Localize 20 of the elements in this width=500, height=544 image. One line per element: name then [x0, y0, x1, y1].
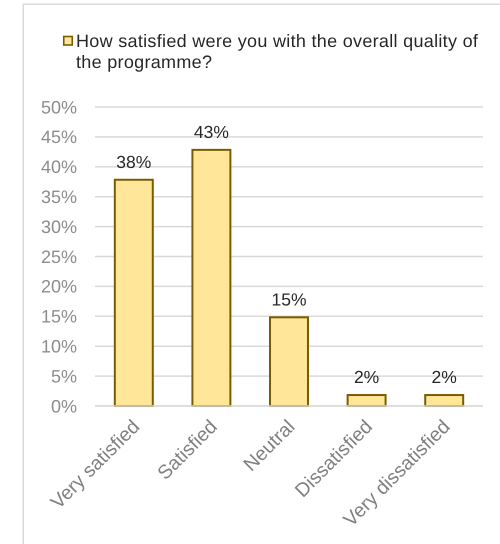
y-tick-label: 35%: [40, 187, 77, 207]
y-tick-label: 25%: [40, 246, 77, 267]
data-label: 43%: [194, 122, 229, 142]
legend-label: How satisfied were you with the overall quality of the programme?: [76, 31, 479, 72]
y-tick-label: 40%: [40, 157, 77, 178]
data-label: 2%: [354, 367, 380, 388]
bar: [114, 178, 154, 407]
y-tick-label: 5%: [50, 366, 77, 386]
data-label: 15%: [271, 289, 307, 310]
y-tick-label: 0%: [50, 396, 77, 416]
y-tick-label: 30%: [40, 216, 77, 237]
y-tick-label: 10%: [40, 336, 77, 356]
bar: [269, 316, 309, 407]
bar: [191, 148, 232, 407]
y-tick-label: 50%: [40, 97, 77, 118]
data-label: 38%: [116, 152, 152, 172]
y-tick-label: 45%: [40, 127, 77, 148]
y-tick-label: 20%: [40, 276, 77, 297]
data-label: 2%: [432, 367, 457, 388]
y-tick-label: 15%: [40, 306, 77, 327]
